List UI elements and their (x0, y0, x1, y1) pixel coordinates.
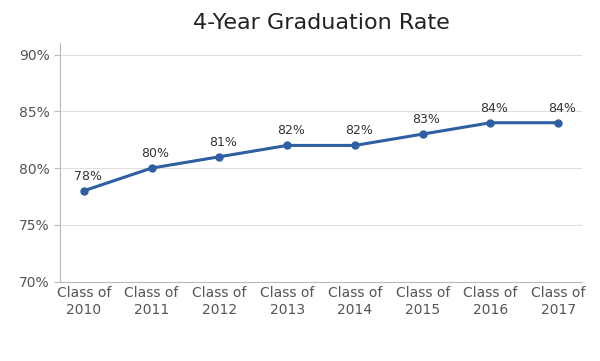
Text: 78%: 78% (74, 170, 101, 183)
Text: 81%: 81% (209, 136, 237, 149)
Text: 83%: 83% (413, 113, 440, 126)
Text: 80%: 80% (142, 147, 169, 160)
Title: 4-Year Graduation Rate: 4-Year Graduation Rate (193, 13, 449, 34)
Text: 82%: 82% (345, 125, 373, 138)
Text: 84%: 84% (481, 102, 508, 115)
Text: 82%: 82% (277, 125, 305, 138)
Text: 84%: 84% (548, 102, 576, 115)
